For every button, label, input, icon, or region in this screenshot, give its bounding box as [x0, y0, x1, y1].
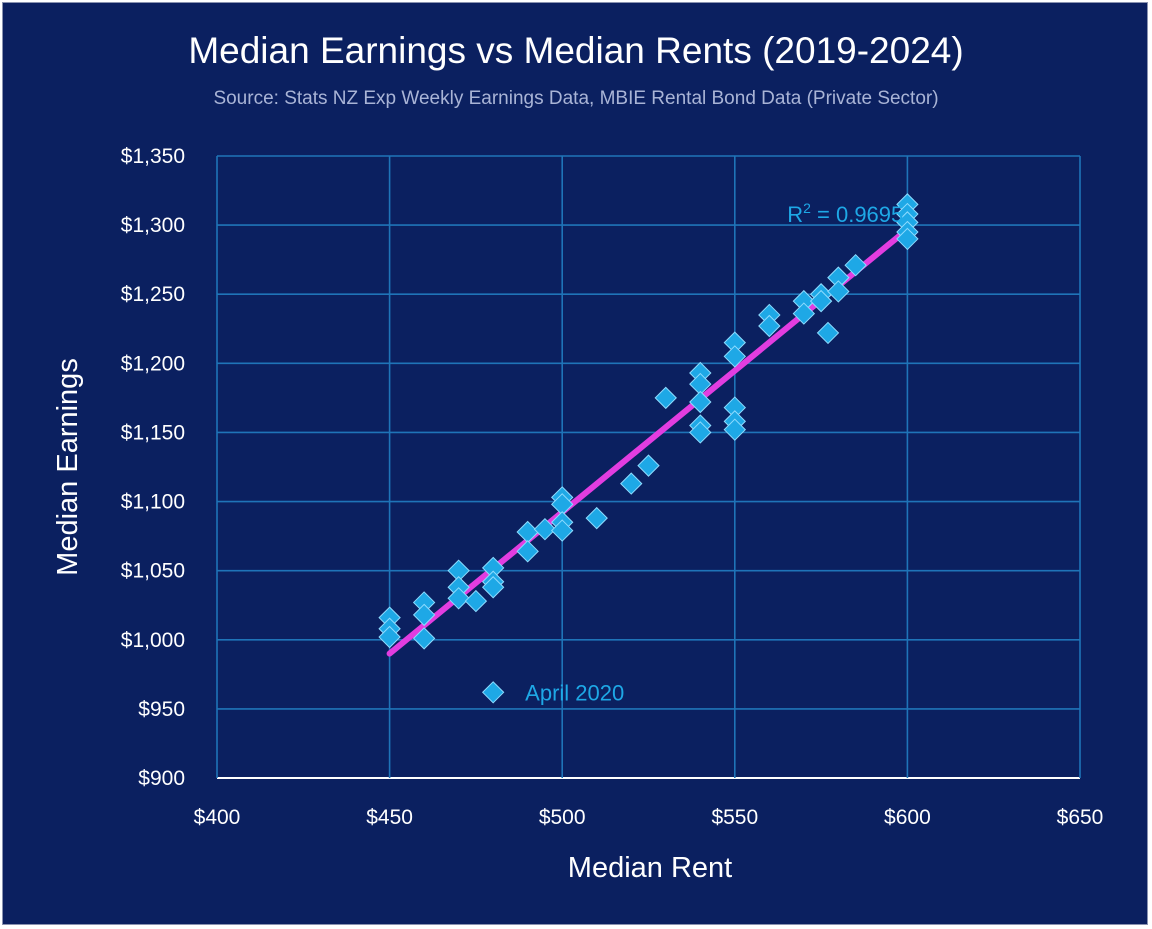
y-tick-label: $1,000 — [121, 629, 185, 652]
chart-subtitle: Source: Stats NZ Exp Weekly Earnings Dat… — [213, 88, 939, 109]
data-point — [896, 227, 919, 251]
x-axis-label: Median Rent — [568, 852, 732, 884]
data-point — [723, 418, 747, 441]
data-point — [516, 540, 539, 563]
data-point — [758, 314, 781, 338]
y-tick-label: $1,100 — [121, 491, 185, 514]
data-point — [550, 519, 574, 542]
chart-title: Median Earnings vs Median Rents (2019-20… — [188, 30, 964, 71]
data-point — [447, 587, 470, 610]
y-tick-label: $1,250 — [121, 283, 185, 306]
x-tick-labels: $400 $450 $500 $550 $600 $650 — [194, 806, 1104, 829]
x-tick-label: $450 — [366, 806, 413, 829]
x-tick-label: $400 — [194, 806, 241, 829]
y-tick-label: $1,150 — [121, 421, 185, 444]
data-point — [412, 603, 436, 627]
data-point — [412, 627, 436, 650]
data-point — [637, 454, 660, 477]
data-point — [481, 681, 505, 704]
x-tick-label: $500 — [539, 806, 586, 829]
data-point — [464, 589, 488, 613]
y-tick-label: $1,350 — [121, 145, 185, 168]
data-point — [585, 506, 608, 530]
data-point — [689, 390, 712, 414]
x-tick-label: $600 — [884, 806, 931, 829]
data-point — [533, 517, 557, 541]
x-tick-label: $550 — [711, 806, 758, 829]
y-tick-label: $1,050 — [121, 560, 185, 583]
y-tick-label: $950 — [138, 698, 185, 721]
data-point — [481, 576, 505, 599]
april-2020-label: April 2020 — [525, 680, 624, 705]
data-point — [516, 520, 539, 544]
data-points — [378, 193, 919, 704]
data-point — [723, 345, 747, 368]
data-point — [654, 386, 677, 410]
y-tick-label: $900 — [138, 767, 185, 790]
y-axis-label: Median Earnings — [52, 358, 84, 576]
data-point — [689, 421, 712, 444]
x-tick-label: $650 — [1057, 806, 1104, 829]
data-point — [816, 321, 840, 345]
r-squared-label: R2 = 0.9695 — [787, 200, 903, 227]
y-tick-label: $1,200 — [121, 352, 185, 375]
data-point — [809, 289, 833, 313]
gridlines — [216, 155, 1081, 779]
y-tick-label: $1,300 — [121, 214, 185, 237]
y-tick-labels: $900 $950 $1,000 $1,050 $1,100 $1,150 $1,200 $1… — [121, 145, 185, 790]
data-point — [620, 472, 643, 495]
data-point — [792, 302, 816, 325]
data-point — [844, 253, 867, 277]
data-point — [378, 625, 401, 649]
data-point — [827, 280, 850, 303]
